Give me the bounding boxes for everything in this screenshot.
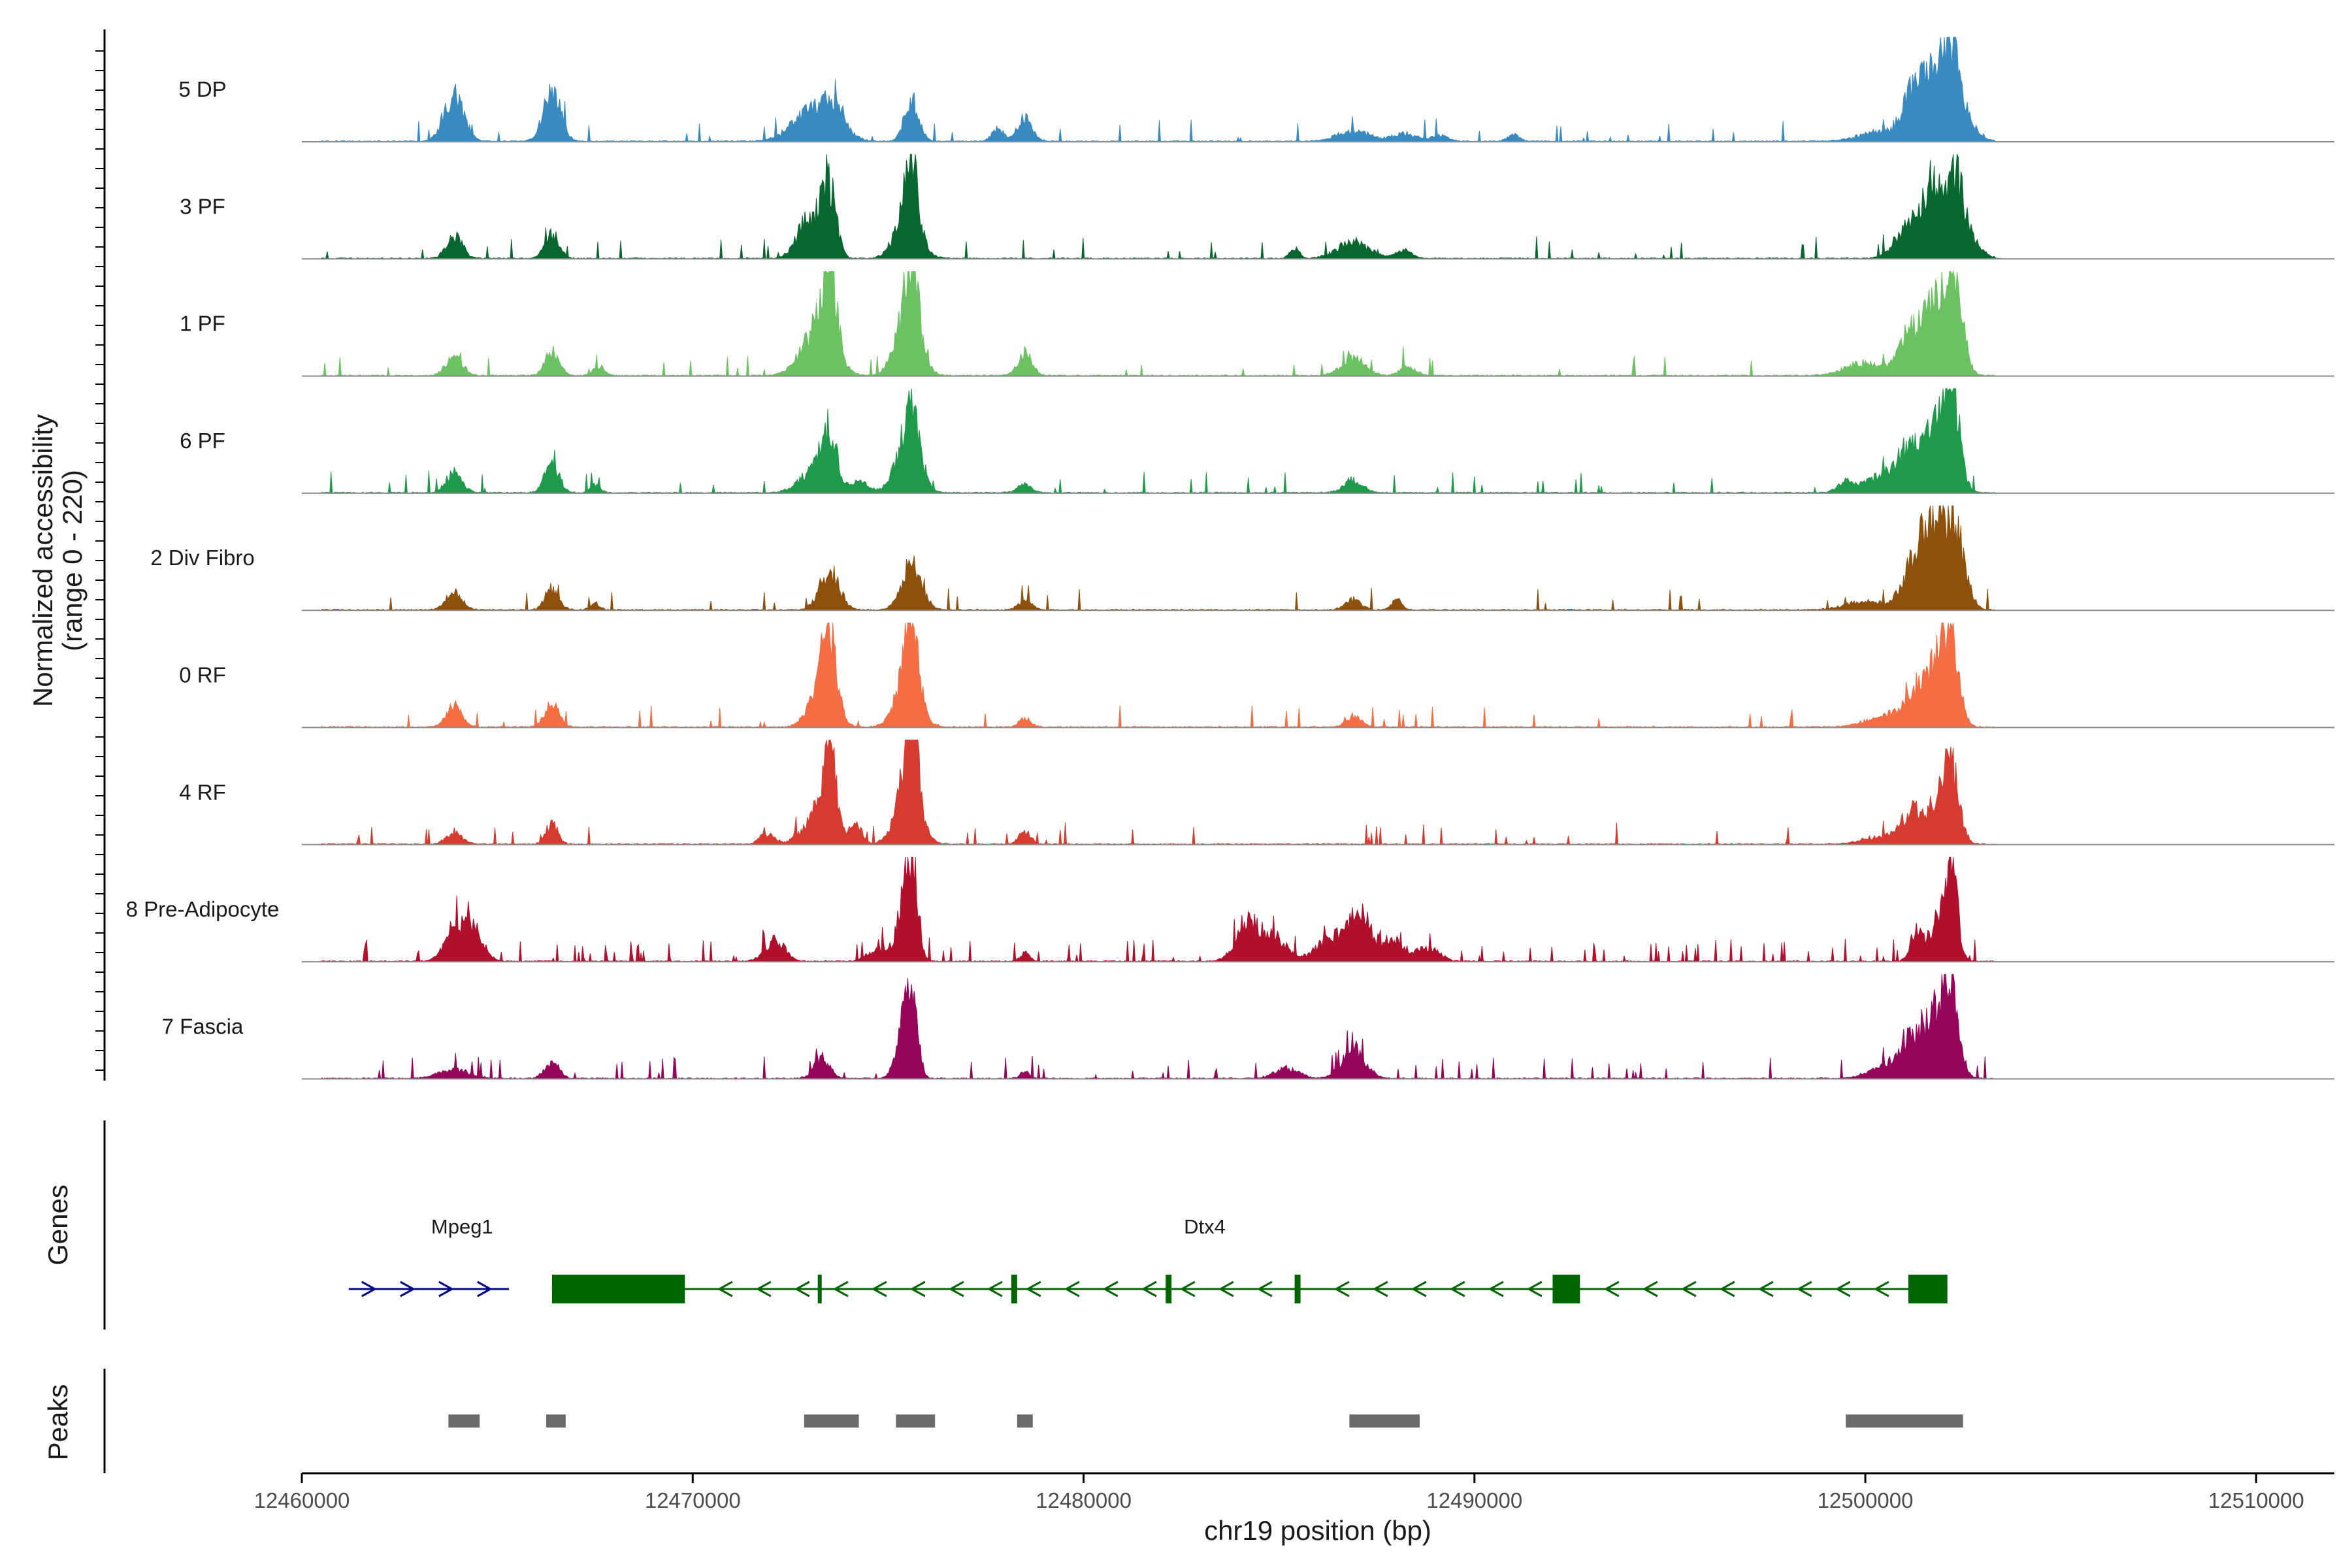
strand-chevron (1488, 1281, 1504, 1298)
x-tick-label: 12500000 (1818, 1488, 1914, 1512)
coverage-area (302, 37, 2334, 142)
coverage-track: 0 RF (179, 623, 2334, 728)
coverage-area (302, 388, 2334, 494)
strand-chevron (755, 1281, 772, 1298)
peaks-panel-title: Peaks (42, 1384, 73, 1461)
coverage-track: 8 Pre-Adipocyte (126, 857, 2334, 963)
strand-chevron (1603, 1281, 1620, 1298)
coverage-track: 6 PF (180, 388, 2334, 494)
genes-panel: Genes Mpeg1 Dtx4 (42, 1120, 1948, 1330)
peak-region (896, 1414, 936, 1428)
x-tick-label: 12490000 (1426, 1488, 1522, 1512)
gene-exon (551, 1275, 685, 1303)
coverage-y-ticks (95, 50, 105, 1071)
strand-chevron (1102, 1281, 1119, 1298)
coverage-area (302, 973, 2334, 1080)
strand-chevron (1757, 1281, 1774, 1298)
strand-chevron (909, 1281, 926, 1298)
gene-model: Dtx4 (551, 1215, 1948, 1303)
gene-exon (1908, 1275, 1948, 1303)
strand-chevron (1025, 1281, 1041, 1298)
strand-chevron (1719, 1281, 1735, 1298)
coverage-track: 7 Fascia (162, 973, 2334, 1080)
peak-regions (448, 1414, 1963, 1428)
track-label: 6 PF (180, 429, 225, 453)
strand-chevron (987, 1281, 1003, 1298)
track-label: 3 PF (180, 194, 225, 218)
gene-exon (1552, 1275, 1580, 1303)
track-label: 0 RF (179, 663, 226, 687)
coverage-track: 5 DP (178, 37, 2334, 142)
strand-chevron (400, 1281, 416, 1298)
strand-chevron (1141, 1281, 1157, 1298)
strand-chevron (1372, 1281, 1388, 1298)
x-axis-title: chr19 position (bp) (1204, 1515, 1431, 1546)
coverage-tracks: 5 DP 3 PF 1 PF 6 PF 2 Div Fibro 0 RF 4 RF 8 Pre… (126, 37, 2334, 1080)
strand-chevron (477, 1281, 493, 1298)
strand-chevron (794, 1281, 810, 1298)
x-tick-label: 12480000 (1036, 1488, 1132, 1512)
strand-chevron (1449, 1281, 1465, 1298)
track-label: 2 Div Fibro (150, 546, 255, 570)
x-tick-label: 12470000 (645, 1488, 741, 1512)
track-label: 5 DP (178, 77, 226, 101)
coverage-area (302, 857, 2334, 963)
strand-chevron (361, 1281, 377, 1298)
gene-models: Mpeg1 Dtx4 (348, 1215, 1948, 1303)
strand-chevron (1642, 1281, 1658, 1298)
strand-chevron (717, 1281, 733, 1298)
coverage-track: 2 Div Fibro (150, 504, 2334, 612)
gene-exon (1166, 1275, 1172, 1303)
coverage-track: 3 PF (180, 153, 2334, 260)
strand-chevron (832, 1281, 849, 1298)
peak-region (804, 1414, 859, 1428)
strand-chevron (1680, 1281, 1697, 1298)
gene-exon (1294, 1275, 1301, 1303)
x-tick-label: 12460000 (254, 1488, 350, 1512)
peak-region (448, 1414, 480, 1428)
gene-label: Dtx4 (1184, 1215, 1226, 1238)
strand-chevron (948, 1281, 964, 1298)
peak-region (1349, 1414, 1420, 1428)
gene-label: Mpeg1 (431, 1215, 493, 1238)
strand-chevron (1256, 1281, 1273, 1298)
coverage-ylabel-line2: (range 0 - 220) (57, 470, 88, 651)
strand-chevron (1873, 1281, 1889, 1298)
coverage-area (302, 623, 2334, 728)
strand-chevron (1064, 1281, 1080, 1298)
coverage-area (302, 740, 2334, 845)
strand-chevron (1526, 1281, 1543, 1298)
coverage-track: 4 RF (179, 740, 2334, 845)
strand-chevron (438, 1281, 454, 1298)
gene-exon (817, 1275, 822, 1303)
peaks-panel: Peaks (42, 1369, 1963, 1473)
genes-panel-title: Genes (42, 1184, 73, 1266)
strand-chevron (1179, 1281, 1196, 1298)
strand-chevron (1333, 1281, 1350, 1298)
coverage-panel: Normalized accessibility (range 0 - 220)… (27, 29, 2334, 1081)
strand-chevron (1835, 1281, 1851, 1298)
peak-region (546, 1414, 566, 1428)
coverage-ylabel-line1: Normalized accessibility (27, 414, 58, 707)
coverage-track: 1 PF (180, 270, 2334, 377)
gene-exon (1011, 1275, 1017, 1303)
strand-chevron (1411, 1281, 1427, 1298)
x-axis: 12460000 12470000 12480000 12490000 12500000… (254, 1472, 2334, 1546)
track-label: 7 Fascia (162, 1014, 244, 1038)
track-label: 8 Pre-Adipocyte (126, 897, 280, 921)
strand-chevron (1796, 1281, 1812, 1298)
x-axis-ticks: 12460000 12470000 12480000 12490000 12500000… (254, 1473, 2304, 1512)
strand-chevron (1218, 1281, 1234, 1298)
coverage-area (302, 153, 2334, 260)
strand-chevron (871, 1281, 887, 1298)
peak-region (1017, 1414, 1033, 1428)
gene-model: Mpeg1 (348, 1215, 510, 1298)
track-label: 4 RF (179, 780, 226, 804)
track-label: 1 PF (180, 312, 225, 336)
peak-region (1846, 1414, 1963, 1428)
coverage-area (302, 504, 2334, 611)
x-tick-label: 12510000 (2208, 1488, 2304, 1512)
coverage-area (302, 270, 2334, 377)
